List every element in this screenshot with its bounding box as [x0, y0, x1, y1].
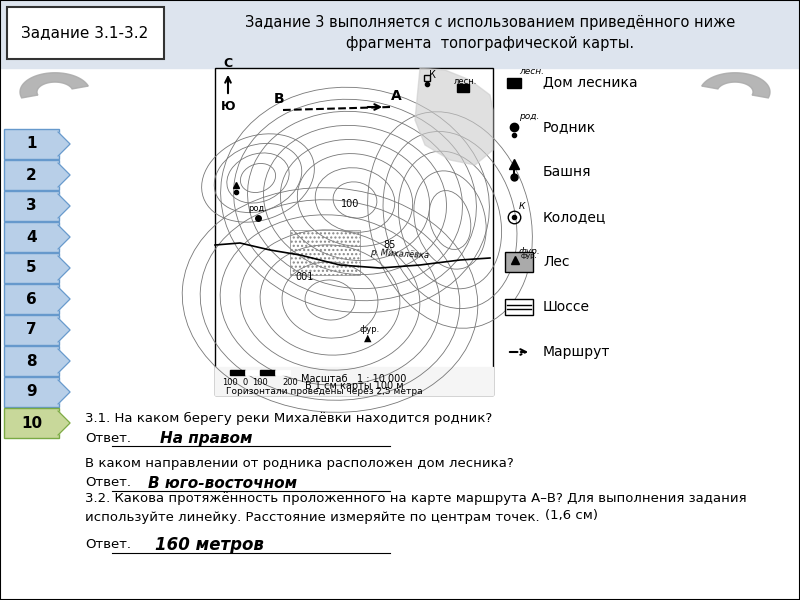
Text: 1: 1: [26, 136, 37, 151]
Polygon shape: [58, 194, 70, 218]
Text: 3: 3: [26, 199, 37, 214]
Text: 7: 7: [26, 323, 37, 337]
Text: К: К: [429, 70, 435, 80]
Text: Задание 3 выполняется с использованием приведённого ниже
фрагмента  топографичес: Задание 3 выполняется с использованием п…: [245, 15, 735, 51]
Bar: [215, 367, 493, 395]
Text: 3.1. На каком берегу реки Михалёвки находится родник?: 3.1. На каком берегу реки Михалёвки нахо…: [85, 412, 492, 425]
FancyBboxPatch shape: [7, 7, 164, 59]
Polygon shape: [58, 411, 70, 435]
Text: лесн.: лесн.: [454, 77, 477, 86]
Text: 6: 6: [26, 292, 37, 307]
Bar: [215, 68, 493, 395]
Text: Маршрут: Маршрут: [543, 345, 610, 359]
Text: 9: 9: [26, 385, 37, 400]
Text: 10: 10: [21, 415, 42, 431]
Text: С: С: [223, 57, 233, 70]
Text: (1,6 см): (1,6 см): [545, 509, 598, 521]
Polygon shape: [20, 73, 88, 98]
Text: ▲: ▲: [364, 333, 372, 343]
Text: Шоссе: Шоссе: [543, 300, 590, 314]
Polygon shape: [58, 132, 70, 156]
FancyBboxPatch shape: [4, 191, 59, 221]
Text: лесн.: лесн.: [519, 67, 544, 76]
Polygon shape: [58, 349, 70, 373]
Bar: [245, 370, 260, 375]
FancyBboxPatch shape: [4, 408, 59, 438]
Text: 5: 5: [26, 260, 37, 275]
FancyBboxPatch shape: [4, 129, 59, 159]
Text: 2: 2: [26, 167, 37, 182]
Text: А: А: [390, 89, 402, 103]
Polygon shape: [58, 318, 70, 342]
Bar: [507, 78, 521, 88]
Text: К: К: [519, 202, 526, 211]
Text: 85: 85: [384, 240, 396, 250]
Text: Масштаб   1 : 10 000: Масштаб 1 : 10 000: [302, 374, 406, 384]
Text: 100: 100: [222, 378, 238, 387]
Text: Ответ.: Ответ.: [85, 476, 131, 490]
Bar: [505, 252, 533, 272]
Polygon shape: [58, 380, 70, 404]
Polygon shape: [702, 73, 770, 98]
Text: р. Михалёвка: р. Михалёвка: [370, 248, 430, 260]
FancyBboxPatch shape: [4, 160, 59, 190]
Polygon shape: [58, 225, 70, 249]
Bar: [230, 370, 245, 375]
Text: фур.: фур.: [521, 253, 538, 259]
Text: 4: 4: [26, 229, 37, 245]
Text: Задание 3.1-3.2: Задание 3.1-3.2: [22, 25, 149, 40]
Text: Ю: Ю: [221, 100, 235, 113]
FancyBboxPatch shape: [4, 315, 59, 345]
Text: Родник: Родник: [543, 120, 596, 134]
FancyBboxPatch shape: [4, 222, 59, 252]
Text: 100: 100: [341, 199, 359, 209]
Text: Колодец: Колодец: [543, 210, 606, 224]
Text: Ответ.: Ответ.: [85, 539, 131, 551]
FancyBboxPatch shape: [4, 346, 59, 376]
Text: фур.: фур.: [519, 247, 541, 256]
Text: В юго-восточном: В юго-восточном: [148, 475, 297, 491]
Text: фур.: фур.: [360, 325, 380, 335]
Text: род.: род.: [519, 112, 539, 121]
Text: 001: 001: [296, 272, 314, 282]
Bar: [275, 370, 290, 375]
Text: Горизонтали проведены через 2,5 метра: Горизонтали проведены через 2,5 метра: [226, 388, 422, 397]
Text: 160 метров: 160 метров: [155, 536, 264, 554]
Polygon shape: [415, 68, 493, 165]
Bar: [505, 299, 533, 315]
FancyBboxPatch shape: [4, 253, 59, 283]
Text: Ответ.: Ответ.: [85, 431, 131, 445]
Text: Дом лесника: Дом лесника: [543, 75, 638, 89]
FancyBboxPatch shape: [4, 284, 59, 314]
Text: 100: 100: [252, 378, 268, 387]
Bar: [290, 230, 360, 275]
Text: род.: род.: [249, 204, 267, 213]
Text: В: В: [274, 92, 284, 106]
Text: Лес: Лес: [543, 255, 570, 269]
Text: 0: 0: [242, 378, 248, 387]
FancyBboxPatch shape: [4, 377, 59, 407]
Text: Башня: Башня: [543, 165, 591, 179]
Bar: [0, 0, 800, 68]
Text: В каком направлении от родника расположен дом лесника?: В каком направлении от родника расположе…: [85, 457, 514, 469]
Bar: [260, 370, 275, 375]
Bar: [457, 84, 469, 92]
Polygon shape: [58, 256, 70, 280]
Polygon shape: [58, 163, 70, 187]
Text: 3.2. Какова протяжённость проложенного на карте маршрута А–В? Для выполнения зад: 3.2. Какова протяжённость проложенного н…: [85, 492, 746, 524]
Polygon shape: [58, 287, 70, 311]
Text: 200: 200: [282, 378, 298, 387]
Text: 8: 8: [26, 353, 37, 368]
Text: На правом: На правом: [160, 431, 253, 445]
Text: В 1 см карты 100 м: В 1 см карты 100 м: [305, 381, 403, 391]
